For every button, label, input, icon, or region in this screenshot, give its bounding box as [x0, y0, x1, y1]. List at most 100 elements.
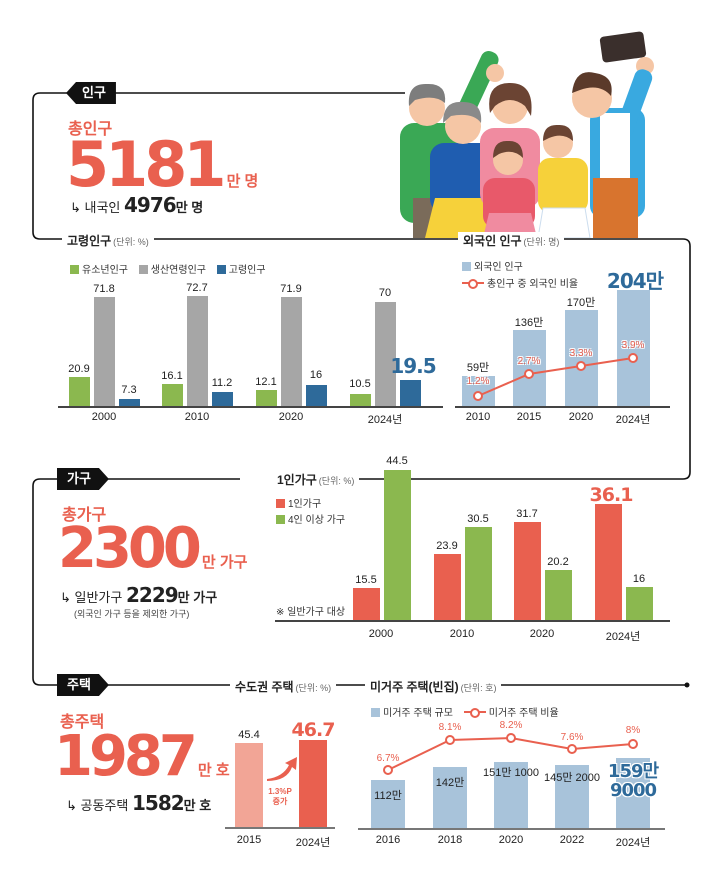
vacant-housing-chart-title: 미거주 주택(빈집) (단위: 호) — [365, 678, 502, 695]
bar-elderly-2020 — [306, 385, 327, 406]
metro-x-axis — [225, 827, 335, 829]
bar-vacant-2022 — [555, 765, 589, 828]
bar-fourplus-2024 — [626, 587, 653, 620]
total-population-unit: 만 명 — [226, 173, 259, 190]
total-housing-unit: 만 호 — [197, 762, 230, 779]
general-household-basis-note: ※ 일반가구 대상 — [276, 607, 346, 618]
single-household-x-axis — [275, 620, 670, 622]
section-tag-housing: 주택 — [57, 674, 109, 696]
legend-swatch-gray — [138, 265, 148, 274]
increase-arrow-icon — [267, 757, 297, 781]
metro-2024-highlight: 46.7 — [291, 719, 336, 741]
legend-line-marker-icon — [463, 707, 486, 718]
bar-fourplus-2010 — [465, 527, 492, 620]
section-tag-population: 인구 — [66, 82, 116, 104]
legend-foreign-ratio: 총인구 중 외국인 비율 — [462, 276, 578, 293]
legend-swatch-lightblue — [462, 262, 471, 271]
bar-single-2020 — [514, 522, 541, 620]
single-household-chart-title: 1인가구 (단위: %) — [272, 471, 360, 488]
vacant-2024-highlight: 159만 9000 — [607, 761, 659, 801]
total-population-label: 총인구 — [68, 121, 113, 138]
total-population-value: 5181 — [66, 128, 227, 201]
elderly-2024-highlight: 19.5 — [390, 354, 436, 378]
metro-housing-chart: 45.4 46.7 1.3%P 증가 — [225, 715, 335, 827]
legend-youth: 유소년인구 — [70, 265, 128, 276]
bar-youth-2000 — [69, 377, 90, 406]
bar-fourplus-2000 — [384, 470, 411, 620]
single-2024-highlight: 36.1 — [589, 484, 634, 506]
legend-foreign-population: 외국인 인구 — [462, 259, 578, 276]
bar-youth-2020 — [256, 390, 277, 406]
foreign-legend: 외국인 인구 총인구 중 외국인 비율 — [462, 259, 578, 293]
bar-foreign-2024 — [617, 290, 650, 406]
total-housing-value: 1987 — [54, 724, 198, 789]
legend-single-person: 1인가구 — [276, 497, 345, 513]
domestic-population-value: 4976 — [124, 193, 177, 217]
bar-single-2000 — [353, 588, 380, 620]
bar-elderly-2010 — [212, 392, 233, 406]
legend-swatch-green — [276, 515, 285, 524]
bar-single-2024 — [595, 504, 622, 620]
single-household-chart: 15.5 44.5 23.9 30.5 31.7 20.2 36.1 16 — [275, 455, 670, 620]
bar-vacant-2024 — [616, 758, 650, 828]
bar-vacant-2020 — [494, 762, 528, 828]
metro-increase-annotation: 1.3%P 증가 — [268, 787, 292, 806]
bar-vacant-2018 — [433, 767, 467, 828]
total-population-figure: 5181 만 명 — [66, 134, 258, 196]
aging-legend: 유소년인구 생산연령인구 고령인구 — [70, 261, 274, 276]
bar-foreign-2015 — [513, 330, 546, 406]
legend-vacant-ratio: 미거주 주택 비율 — [463, 707, 559, 719]
legend-working-age: 생산연령인구 — [138, 265, 206, 276]
legend-swatch-green — [70, 265, 79, 274]
section-tag-household: 가구 — [57, 468, 109, 490]
apartment-housing-value: 1582 — [131, 791, 185, 815]
bar-metro-2024 — [299, 740, 327, 827]
legend-swatch-navy — [216, 265, 226, 274]
vacant-2020-label: 151만 1000 — [483, 767, 539, 779]
domestic-population: ↳ 내국인 4976만 명 — [70, 193, 204, 217]
bar-elderly-2000 — [119, 399, 140, 406]
vacant-x-axis — [358, 828, 665, 830]
total-housing-label: 총주택 — [60, 714, 105, 731]
total-household-unit: 만 가구 — [201, 554, 248, 571]
single-household-legend: 1인가구 4인 이상 가구 — [276, 497, 345, 529]
bar-working-2020 — [281, 297, 302, 406]
aging-chart: 20.9 71.8 7.3 16.1 72.7 11.2 12.1 71.9 1… — [58, 280, 443, 406]
bar-foreign-2020 — [565, 310, 598, 406]
total-housing-figure: 1987 만 호 — [54, 729, 230, 785]
metro-housing-chart-title: 수도권 주택 (단위: %) — [230, 678, 337, 695]
bar-working-2000 — [94, 297, 115, 406]
bar-youth-2010 — [162, 384, 183, 406]
aging-chart-title: 고령인구 (단위: %) — [62, 232, 154, 249]
bar-fourplus-2020 — [545, 570, 572, 620]
total-household-value: 2300 — [58, 516, 202, 581]
aging-x-axis — [58, 406, 443, 408]
total-household-figure: 2300 만 가구 — [58, 521, 247, 577]
bar-working-2010 — [187, 296, 208, 406]
bar-working-2024 — [375, 302, 396, 406]
family-selfie-illustration — [400, 31, 654, 238]
legend-vacant-size: 미거주 주택 규모 — [371, 708, 453, 719]
general-household: ↳ 일반가구 2229만 가구 — [60, 583, 218, 607]
foreign-x-axis — [455, 406, 670, 408]
apartment-housing: ↳ 공동주택 1582만 호 — [66, 791, 212, 815]
bar-metro-2015 — [235, 743, 263, 827]
legend-swatch-red — [276, 499, 285, 508]
foreign-ratio-line — [473, 353, 638, 401]
bar-elderly-2024 — [400, 380, 421, 406]
legend-four-plus: 4인 이상 가구 — [276, 513, 345, 529]
vacant-2022-label: 145만 2000 — [544, 772, 600, 784]
foreign-2024-highlight: 204만 — [606, 269, 664, 293]
total-household-label: 총가구 — [62, 507, 107, 524]
legend-swatch-lightblue — [371, 708, 380, 717]
foreign-chart-title: 외국인 인구 (단위: 명) — [458, 232, 565, 249]
vacant-ratio-line — [383, 733, 638, 775]
bar-single-2010 — [434, 554, 461, 620]
general-household-value: 2229 — [125, 583, 179, 607]
bar-youth-2024 — [350, 394, 371, 406]
bar-vacant-2016 — [371, 780, 405, 828]
legend-line-marker-icon — [462, 278, 484, 289]
vacant-housing-legend: 미거주 주택 규모 미거주 주택 비율 — [371, 704, 567, 719]
legend-elderly: 고령인구 — [216, 265, 266, 276]
vacant-housing-chart: 112만 142만 151만 1000 145만 2000 159만 9000 … — [360, 720, 665, 828]
